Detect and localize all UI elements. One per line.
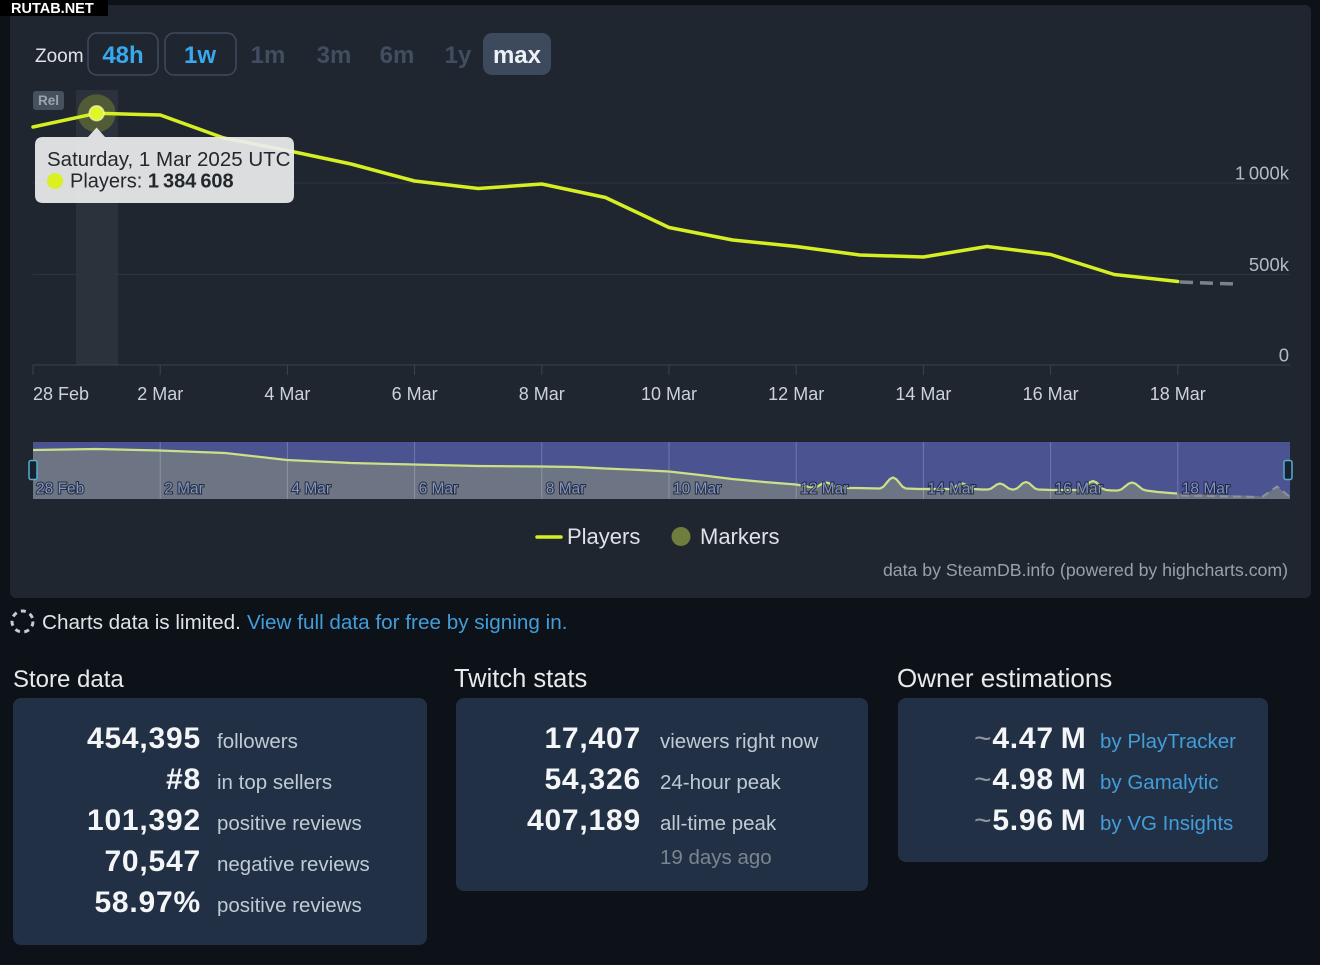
svg-text:28 Feb: 28 Feb	[36, 481, 84, 498]
svg-text:6 Mar: 6 Mar	[419, 481, 459, 498]
svg-text:12 Mar: 12 Mar	[768, 384, 824, 404]
svg-text:Store data: Store data	[13, 666, 124, 693]
svg-text:14 Mar: 14 Mar	[927, 481, 975, 498]
svg-text:58.97%: 58.97%	[94, 886, 201, 919]
svg-text:454,395: 454,395	[87, 722, 201, 755]
svg-text:8 Mar: 8 Mar	[519, 384, 565, 404]
svg-text:4 Mar: 4 Mar	[264, 384, 310, 404]
svg-text:28 Feb: 28 Feb	[33, 384, 89, 404]
svg-text:3m: 3m	[317, 42, 352, 69]
svg-text:48h: 48h	[102, 42, 143, 69]
svg-text:in top sellers: in top sellers	[217, 771, 332, 794]
svg-text:6 Mar: 6 Mar	[392, 384, 438, 404]
svg-text:Owner estimations: Owner estimations	[897, 663, 1112, 693]
svg-text:10 Mar: 10 Mar	[641, 384, 697, 404]
svg-text:Players: Players	[567, 524, 640, 549]
svg-text:2 Mar: 2 Mar	[164, 481, 204, 498]
svg-text:by VG Insights: by VG Insights	[1100, 812, 1233, 835]
svg-text:Twitch stats: Twitch stats	[454, 665, 587, 693]
svg-text:viewers right now: viewers right now	[660, 730, 819, 753]
svg-text:54,326: 54,326	[544, 763, 641, 796]
svg-text:12 Mar: 12 Mar	[800, 481, 848, 498]
svg-text:19 days ago: 19 days ago	[660, 846, 772, 869]
svg-text:0: 0	[1279, 345, 1289, 366]
svg-text:14 Mar: 14 Mar	[895, 384, 951, 404]
svg-text:by Gamalytic: by Gamalytic	[1100, 771, 1218, 794]
svg-text:6m: 6m	[380, 42, 415, 69]
svg-text:Saturday, 1 Mar 2025 UTC: Saturday, 1 Mar 2025 UTC	[47, 148, 291, 171]
svg-text:Charts data is limited.: Charts data is limited.	[42, 611, 241, 634]
svg-text:4 Mar: 4 Mar	[291, 481, 331, 498]
svg-text:max: max	[493, 42, 542, 69]
svg-text:24-hour peak: 24-hour peak	[660, 771, 782, 794]
svg-text:101,392: 101,392	[87, 804, 201, 837]
svg-text:positive reviews: positive reviews	[217, 894, 362, 917]
svg-text:Players: 1 384 608: Players: 1 384 608	[70, 171, 234, 193]
svg-text:18 Mar: 18 Mar	[1150, 384, 1206, 404]
svg-text:18 Mar: 18 Mar	[1182, 481, 1230, 498]
svg-text:View full data for free by sig: View full data for free by signing in.	[247, 611, 567, 634]
svg-text:70,547: 70,547	[104, 845, 201, 878]
svg-text:positive reviews: positive reviews	[217, 812, 362, 835]
svg-text:500k: 500k	[1249, 254, 1290, 275]
svg-text:2 Mar: 2 Mar	[137, 384, 183, 404]
svg-text:followers: followers	[217, 730, 298, 753]
svg-text:10 Mar: 10 Mar	[673, 481, 721, 498]
svg-text:8 Mar: 8 Mar	[546, 481, 586, 498]
svg-text:407,189: 407,189	[527, 804, 641, 837]
svg-text:negative reviews: negative reviews	[217, 853, 370, 876]
svg-text:1m: 1m	[251, 42, 286, 69]
svg-text:~5.96 M: ~5.96 M	[974, 804, 1087, 837]
svg-text:1 000k: 1 000k	[1235, 163, 1290, 184]
svg-text:~4.47 M: ~4.47 M	[974, 722, 1087, 755]
svg-text:1y: 1y	[445, 42, 472, 69]
svg-text:Rel: Rel	[38, 93, 59, 108]
svg-text:RUTAB.NET: RUTAB.NET	[11, 1, 94, 17]
svg-text:Markers: Markers	[700, 524, 779, 549]
svg-text:~4.98 M: ~4.98 M	[974, 763, 1087, 796]
svg-text:1w: 1w	[184, 42, 216, 69]
svg-text:16 Mar: 16 Mar	[1055, 481, 1103, 498]
svg-text:17,407: 17,407	[544, 722, 641, 755]
svg-text:#8: #8	[166, 763, 201, 796]
svg-text:data by SteamDB.info (powered: data by SteamDB.info (powered by highcha…	[883, 560, 1288, 580]
svg-text:16 Mar: 16 Mar	[1023, 384, 1079, 404]
svg-text:by PlayTracker: by PlayTracker	[1100, 730, 1236, 753]
svg-text:all-time peak: all-time peak	[660, 812, 777, 835]
svg-text:Zoom: Zoom	[35, 46, 84, 67]
